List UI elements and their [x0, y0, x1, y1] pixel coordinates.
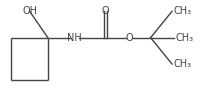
Text: CH₃: CH₃: [172, 6, 190, 16]
Text: O: O: [125, 33, 132, 43]
Text: OH: OH: [22, 6, 37, 16]
Text: CH₃: CH₃: [174, 33, 192, 43]
Text: CH₃: CH₃: [172, 59, 190, 69]
Text: O: O: [101, 6, 109, 16]
Text: NH: NH: [67, 33, 82, 43]
